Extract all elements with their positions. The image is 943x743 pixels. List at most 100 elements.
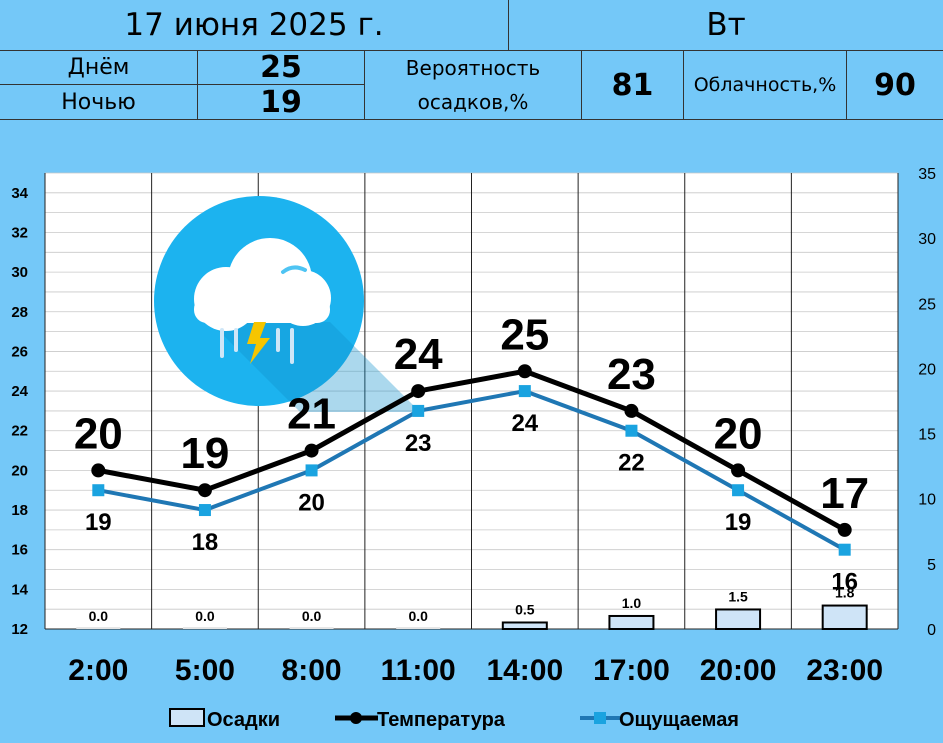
y-right-tick-label: 15 [918, 427, 936, 444]
temperature-point [624, 403, 639, 418]
header-table: 17 июня 2025 г. Вт Днём 25 Ночью 19 Веро… [0, 0, 943, 121]
precip-label-line2: осадков,% [417, 90, 529, 114]
y-left-tick-label: 30 [11, 264, 28, 281]
y-right-tick-label: 10 [918, 492, 936, 509]
y-left-tick-label: 16 [11, 542, 28, 559]
precip-label: 0.0 [89, 608, 109, 624]
feels-like-label: 23 [405, 430, 432, 457]
y-left-tick-label: 26 [11, 343, 28, 360]
y-right-tick-label: 35 [918, 166, 936, 183]
legend-feels-label: Ощущаемая [619, 709, 739, 731]
legend: Осадки Температура Ощущаемая [169, 708, 739, 731]
precip-bar [608, 614, 655, 631]
feels-like-label: 22 [618, 450, 645, 477]
legend-temp-label: Температура [377, 709, 506, 731]
precip-probability-label: Вероятность осадков,% [365, 51, 581, 119]
precip-bar [715, 608, 762, 631]
y-right-tick-label: 5 [927, 557, 936, 574]
y-left-tick-label: 14 [11, 581, 28, 598]
precip-bar [501, 621, 548, 631]
y-right-tick-label: 30 [918, 231, 936, 248]
precip-label: 0.0 [408, 608, 428, 624]
x-tick-label: 11:00 [381, 654, 456, 687]
temperature-point [91, 463, 106, 478]
precip-bar [821, 604, 868, 631]
feels-like-point [198, 504, 211, 517]
temperature-label: 24 [394, 330, 443, 379]
date-label: 17 июня 2025 г. [124, 7, 384, 43]
feels-like-point [305, 464, 318, 477]
y-right-tick-label: 0 [927, 622, 936, 639]
temperature-point [304, 443, 319, 458]
legend-feels-swatch-marker [594, 712, 606, 724]
precipitation-bars [76, 604, 868, 631]
temperature-series [91, 364, 852, 537]
x-tick-label: 23:00 [806, 654, 883, 687]
night-label: Ночью [61, 89, 136, 115]
x-tick-label: 2:00 [68, 654, 128, 687]
precip-bar [289, 627, 334, 629]
y-left-tick-label: 24 [11, 383, 28, 400]
precip-label: 1.8 [835, 585, 855, 601]
precip-label: 1.5 [728, 588, 748, 604]
y-left-tick-label: 22 [11, 423, 28, 440]
temperature-point [197, 483, 212, 498]
feels-like-point [92, 484, 105, 497]
left-axis-ticks: 12 14 16 18 20 22 24 26 28 30 32 34 [11, 185, 28, 638]
precip-bar [396, 627, 441, 629]
feels-like-point [732, 484, 745, 497]
y-left-tick-label: 12 [11, 621, 28, 638]
x-tick-label: 14:00 [486, 654, 563, 687]
temperature-label: 19 [180, 429, 229, 478]
temperature-label: 20 [714, 409, 763, 458]
legend-precip-swatch [169, 708, 205, 727]
y-right-tick-label: 20 [918, 361, 936, 378]
feels-like-point [412, 404, 425, 417]
y-left-tick-label: 20 [11, 462, 28, 479]
legend-temp-swatch-marker [350, 712, 362, 724]
day-temp-value: 25 [260, 50, 302, 85]
feels-like-label: 18 [192, 529, 219, 556]
feels-like-label: 24 [511, 410, 538, 437]
feels-like-label: 16 [831, 569, 858, 596]
temperature-label: 20 [74, 409, 123, 458]
x-tick-label: 17:00 [593, 654, 670, 687]
day-label: Днём [67, 55, 130, 80]
y-left-tick-label: 28 [11, 304, 28, 321]
feels-like-point [838, 543, 851, 556]
x-tick-label: 20:00 [700, 654, 777, 687]
cloudiness-label: Облачность,% [693, 74, 837, 96]
y-left-tick-label: 18 [11, 502, 28, 519]
x-tick-label: 8:00 [282, 654, 342, 687]
feels-like-point [625, 424, 638, 437]
temperature-label: 25 [500, 310, 549, 359]
night-temp-value: 19 [260, 84, 302, 120]
feels-like-point [518, 385, 531, 398]
temperature-point [517, 364, 532, 379]
feels-like-series [92, 385, 851, 556]
y-right-tick-label: 25 [918, 296, 936, 313]
temperature-label: 23 [607, 350, 656, 399]
data-labels: 0.0 0.0 0.0 0.0 0.5 1.0 1.5 1.8 19 18 20 23 24 22 19 16… [74, 310, 869, 624]
precip-bar [182, 627, 227, 629]
temperature-line [97, 368, 846, 533]
feels-like-line [97, 389, 846, 552]
temperature-point [837, 522, 852, 537]
y-left-tick-label: 32 [11, 224, 28, 241]
feels-like-label: 20 [298, 489, 325, 516]
x-axis-labels: 2:00 5:00 8:00 11:00 14:00 17:00 20:00 23:00 [68, 654, 883, 687]
temperature-point [411, 384, 426, 399]
precip-label-line1: Вероятность [405, 56, 541, 80]
temperature-point [731, 463, 746, 478]
temperature-label: 17 [820, 469, 869, 518]
feels-like-label: 19 [725, 509, 752, 536]
precip-label: 1.0 [622, 595, 642, 611]
precip-label: 0.5 [515, 601, 535, 617]
thunderstorm-rain-cloud-icon [154, 196, 420, 412]
weekday-label: Вт [706, 7, 746, 43]
precip-label: 0.0 [302, 608, 322, 624]
precip-bar [76, 627, 121, 629]
temperature-label: 21 [287, 390, 336, 439]
feels-like-label: 19 [85, 509, 112, 536]
